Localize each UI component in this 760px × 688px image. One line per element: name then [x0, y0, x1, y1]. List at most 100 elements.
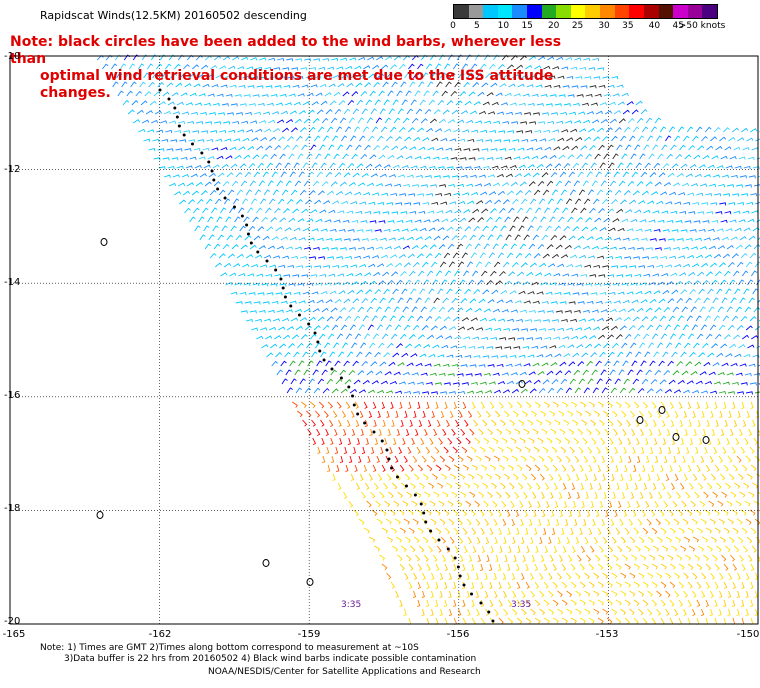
- wind-barb: [624, 464, 628, 473]
- wind-barb: [218, 189, 226, 196]
- wind-barb: [503, 536, 507, 545]
- wind-barb: [181, 174, 189, 178]
- wind-barb: [513, 410, 519, 418]
- wind-barb: [362, 379, 370, 385]
- wind-barb: [345, 191, 353, 196]
- wind-barb: [356, 289, 364, 295]
- wind-barb: [633, 617, 639, 625]
- wind-barb: [403, 518, 410, 525]
- wind-barb: [697, 211, 705, 215]
- wind-barb: [514, 300, 522, 304]
- wind-barb: [599, 419, 605, 427]
- wind-barb: [325, 238, 333, 242]
- wind-barb: [586, 111, 594, 115]
- wind-barb: [446, 354, 454, 358]
- wind-barb: [393, 117, 401, 124]
- wind-barb: [661, 210, 669, 214]
- wind-barb: [374, 288, 382, 295]
- wind-barb: [494, 139, 502, 143]
- wind-barb: [687, 527, 694, 534]
- wind-barb: [199, 234, 206, 241]
- wind-barb: [445, 545, 451, 553]
- wind-barb: [277, 57, 285, 62]
- wind-barb: [701, 572, 707, 580]
- wind-barb: [566, 536, 570, 545]
- wind-barbs-layer: [96, 54, 760, 626]
- wind-barb: [410, 99, 417, 106]
- wind-barb: [682, 324, 689, 331]
- contamination-marker: [289, 304, 293, 308]
- wind-barb: [713, 253, 722, 259]
- wind-barb: [580, 545, 586, 553]
- wind-barb: [462, 192, 470, 196]
- wind-barb: [591, 369, 598, 376]
- wind-barb: [463, 336, 471, 340]
- wind-barb: [283, 208, 290, 214]
- wind-barb: [435, 527, 442, 535]
- wind-barb: [698, 545, 705, 552]
- wind-barb: [550, 554, 554, 562]
- wind-barb: [718, 390, 727, 395]
- wind-barb: [610, 325, 618, 331]
- wind-barb: [343, 491, 348, 499]
- wind-barb: [378, 342, 385, 349]
- wind-barb: [572, 419, 579, 426]
- wind-barb: [737, 473, 744, 481]
- wind-barb: [733, 334, 740, 340]
- wind-barb: [407, 315, 415, 322]
- wind-barb: [526, 84, 534, 88]
- wind-barb: [658, 446, 663, 454]
- wind-barb: [630, 282, 638, 286]
- wind-barb: [342, 153, 349, 160]
- wind-barb: [548, 536, 552, 544]
- wind-barb: [396, 90, 403, 97]
- wind-barb: [399, 464, 405, 472]
- wind-barb: [613, 554, 619, 562]
- wind-barb: [516, 64, 524, 70]
- wind-barb: [384, 306, 391, 313]
- wind-barb: [485, 608, 490, 616]
- wind-barb: [233, 263, 241, 268]
- wind-barb: [482, 101, 490, 106]
- wind-barb: [265, 145, 273, 151]
- wind-barb: [514, 428, 521, 435]
- wind-barb: [303, 246, 311, 251]
- wind-barb: [604, 236, 612, 241]
- wind-barb: [517, 83, 525, 88]
- contamination-marker: [453, 556, 457, 560]
- wind-barb: [585, 153, 592, 160]
- wind-barb: [744, 306, 752, 313]
- wind-barb: [508, 147, 516, 152]
- wind-barb: [486, 216, 493, 223]
- wind-barb: [402, 306, 409, 313]
- wind-barb: [446, 288, 453, 295]
- wind-barb: [703, 554, 709, 562]
- wind-barb: [662, 545, 669, 552]
- wind-barb: [445, 335, 453, 340]
- wind-barb: [636, 181, 644, 187]
- legend-swatch: [600, 5, 615, 18]
- wind-barb: [545, 163, 553, 169]
- wind-barb: [579, 581, 586, 588]
- wind-barb: [651, 563, 658, 570]
- wind-barb: [695, 254, 704, 259]
- wind-barb: [579, 527, 583, 536]
- wind-barb: [397, 362, 405, 367]
- wind-barb: [420, 437, 425, 445]
- wind-barb: [645, 455, 650, 463]
- wind-barb: [257, 103, 265, 107]
- wind-barb: [442, 363, 450, 368]
- wind-barb: [434, 509, 441, 516]
- wind-barb: [356, 482, 360, 490]
- wind-barb: [508, 207, 515, 214]
- wind-barb: [508, 83, 516, 88]
- wind-barb: [226, 234, 234, 241]
- wind-barb: [453, 599, 457, 607]
- wind-barb: [606, 127, 613, 133]
- wind-barb: [633, 464, 637, 472]
- wind-barb: [484, 518, 490, 526]
- wind-barb: [125, 72, 132, 79]
- wind-barb: [540, 216, 547, 223]
- wind-barb: [486, 554, 490, 563]
- wind-barb: [736, 518, 743, 525]
